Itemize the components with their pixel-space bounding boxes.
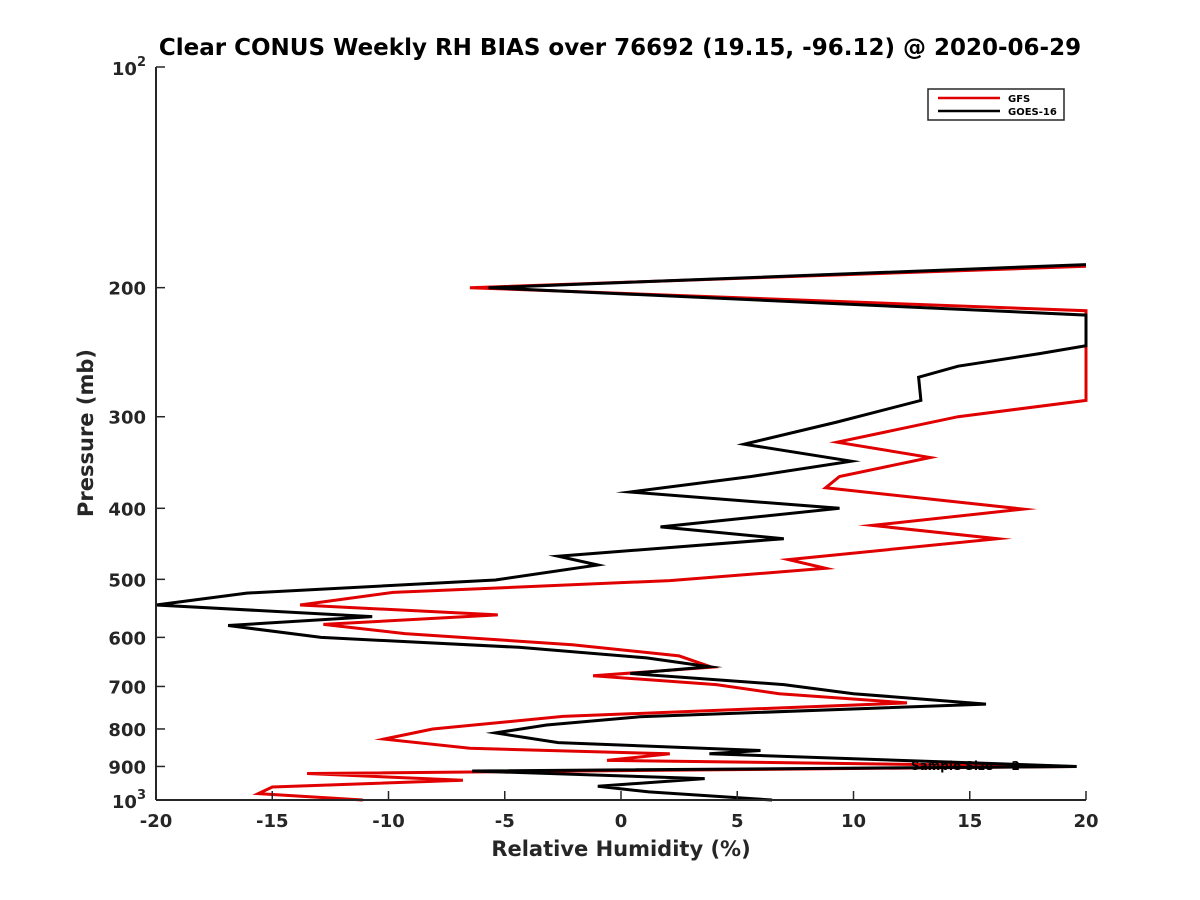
sample-size-annotation: Sample Size = 2 bbox=[911, 759, 1020, 773]
y-tick-label: 300 bbox=[108, 408, 146, 429]
y-tick-label: 800 bbox=[108, 720, 146, 741]
x-tick-label: -15 bbox=[256, 811, 289, 832]
x-tick-label: 5 bbox=[731, 811, 744, 832]
legend-box bbox=[927, 88, 1065, 121]
legend-label: GFS bbox=[1008, 94, 1030, 105]
x-axis-label: Relative Humidity (%) bbox=[491, 837, 750, 861]
series-line-gfs bbox=[252, 264, 1088, 802]
y-tick-label: 200 bbox=[108, 279, 146, 300]
y-tick-label-exponent: 103 bbox=[112, 788, 146, 813]
x-tick-label: 0 bbox=[615, 811, 628, 832]
y-tick-label: 900 bbox=[108, 757, 146, 778]
y-tick-label-exponent: 102 bbox=[112, 55, 146, 80]
plot-area bbox=[156, 67, 1086, 800]
axes bbox=[155, 66, 1087, 801]
tick-labels: -20 -15 -10 -5 0 5 10 15 20 200 300 400 500 600 700 800… bbox=[108, 55, 1098, 832]
x-tick-label: 15 bbox=[957, 811, 982, 832]
chart-title: Clear CONUS Weekly RH BIAS over 76692 (1… bbox=[159, 35, 1081, 61]
y-tick-label: 700 bbox=[108, 677, 146, 698]
x-tick-label: -5 bbox=[495, 811, 515, 832]
series-line-goes-16 bbox=[155, 263, 1088, 802]
y-tick-label: 600 bbox=[108, 628, 146, 649]
x-tick-label: 20 bbox=[1073, 811, 1098, 832]
x-tick-label: 10 bbox=[841, 811, 866, 832]
x-tick-label: -20 bbox=[140, 811, 173, 832]
y-tick-label: 500 bbox=[108, 570, 146, 591]
x-tick-label: -10 bbox=[372, 811, 405, 832]
legend-label: GOES-16 bbox=[1008, 107, 1057, 118]
series-layer bbox=[155, 263, 1088, 802]
y-tick-label: 400 bbox=[108, 499, 146, 520]
y-axis-label: Pressure (mb) bbox=[74, 349, 98, 517]
legend: GFS GOES-16 bbox=[927, 88, 1065, 121]
